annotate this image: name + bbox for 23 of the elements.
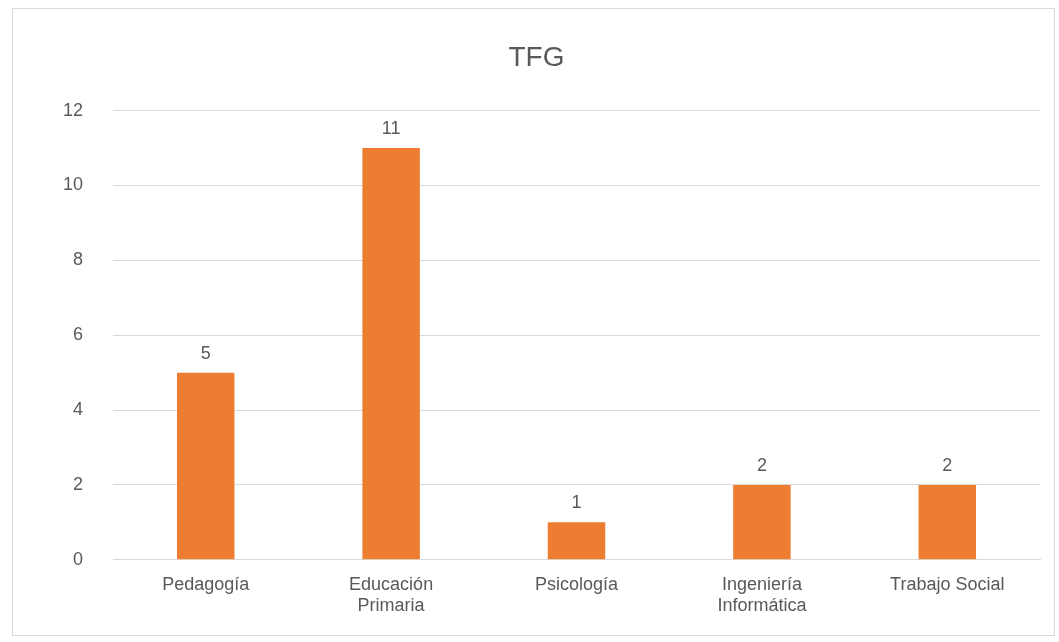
data-label: 1 — [571, 492, 582, 513]
y-tick-label: 6 — [73, 324, 84, 345]
x-tick-label: Educación Primaria — [349, 573, 434, 616]
data-label: 5 — [200, 342, 211, 363]
y-tick-label: 8 — [73, 249, 84, 270]
x-tick-label: Trabajo Social — [890, 573, 1005, 594]
x-tick-label: Pedagogía — [162, 573, 251, 594]
chart-title: TFG — [508, 40, 565, 72]
data-label: 2 — [756, 454, 767, 475]
y-tick-label: 12 — [62, 99, 84, 120]
y-tick-label: 10 — [62, 174, 84, 195]
bar — [918, 484, 977, 560]
y-tick-label: 4 — [73, 399, 84, 420]
data-label: 2 — [942, 454, 953, 475]
data-label: 11 — [381, 118, 401, 138]
bar — [547, 522, 606, 560]
x-tick-label: Ingeniería Informática — [717, 573, 808, 616]
y-tick-label: 0 — [73, 548, 84, 569]
y-tick-label: 2 — [73, 473, 84, 494]
bar — [176, 372, 235, 560]
x-tick-label: Psicología — [534, 573, 620, 594]
bar — [362, 148, 420, 560]
bar — [733, 484, 791, 560]
